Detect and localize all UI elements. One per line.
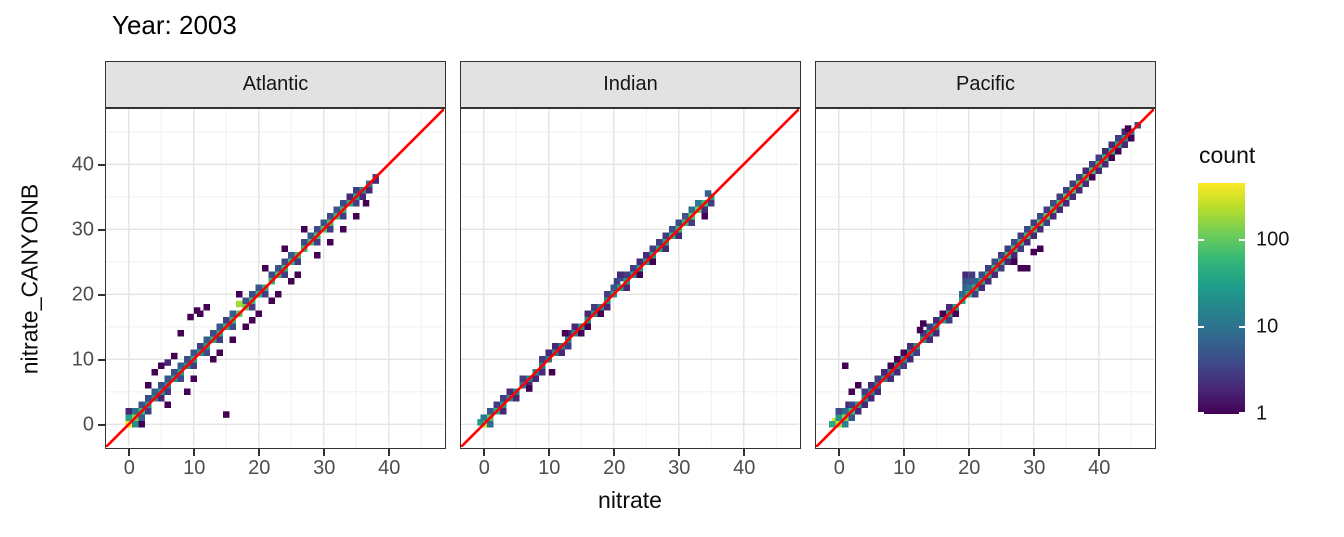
x-tick-label: 40 (1088, 457, 1111, 479)
facet-strip-atlantic: Atlantic (105, 61, 446, 108)
x-tick-mark (193, 449, 196, 456)
x-tick-mark (483, 449, 486, 456)
facet-indian: Indian 0 10 20 30 40 (460, 61, 801, 491)
panel-plot-area (106, 109, 444, 447)
y-tick-label: 0 (82, 413, 94, 436)
y-tick-mark (98, 163, 105, 166)
x-tick-label: 20 (248, 457, 271, 479)
legend-tick-mark (1198, 238, 1204, 241)
x-tick-label: 30 (1023, 457, 1046, 479)
x-tick-mark (968, 449, 971, 456)
panel-plot-area (816, 109, 1154, 447)
x-tick-label: 0 (123, 457, 135, 479)
y-tick-mark (98, 228, 105, 231)
x-tick-label: 40 (378, 457, 401, 479)
facet-panel-atlantic (105, 108, 446, 449)
x-tick-mark (838, 449, 841, 456)
x-tick-label: 30 (668, 457, 691, 479)
x-tick-mark (613, 449, 616, 456)
y-tick-label: 10 (71, 348, 94, 371)
x-tick-label: 30 (313, 457, 336, 479)
x-tick-label: 20 (603, 457, 626, 479)
x-tick-mark (1033, 449, 1036, 456)
facet-strip-label: Pacific (956, 73, 1015, 95)
plot-title: Year: 2003 (112, 10, 237, 40)
x-tick-label: 10 (893, 457, 916, 479)
legend-title: count (1199, 142, 1256, 168)
facet-atlantic: Atlantic 0 10 20 30 40 (105, 61, 446, 491)
legend-tick-label: 100 (1256, 228, 1290, 251)
y-tick-mark (98, 358, 105, 361)
y-axis-title: nitrate_CANYONB (16, 183, 43, 375)
legend-tick-mark (1239, 412, 1245, 414)
y-tick-label: 40 (71, 153, 94, 176)
x-tick-mark (258, 449, 261, 456)
legend-tick-label: 1 (1256, 402, 1268, 425)
x-tick-label: 10 (183, 457, 206, 479)
y-tick-mark (98, 293, 105, 296)
facet-strip-label: Indian (603, 73, 658, 95)
x-tick-label: 0 (833, 457, 845, 479)
legend-colorbar (1198, 183, 1245, 414)
x-tick-mark (128, 449, 131, 456)
legend-tick-mark (1198, 412, 1204, 414)
facet-panel-pacific (815, 108, 1156, 449)
x-tick-label: 20 (958, 457, 981, 479)
facet-strip-indian: Indian (460, 61, 801, 108)
legend-tick-mark (1198, 325, 1204, 328)
legend-tick-mark (1239, 238, 1245, 241)
x-tick-mark (323, 449, 326, 456)
x-tick-label: 40 (733, 457, 756, 479)
legend-tick-label: 10 (1256, 315, 1279, 338)
panel-plot-area (461, 109, 799, 447)
x-tick-mark (678, 449, 681, 456)
x-tick-mark (1098, 449, 1101, 456)
x-tick-mark (388, 449, 391, 456)
y-tick-mark (98, 423, 105, 426)
x-axis-title: nitrate (598, 487, 662, 513)
y-tick-label: 20 (71, 283, 94, 306)
x-tick-mark (743, 449, 746, 456)
facet-strip-label: Atlantic (242, 73, 309, 95)
x-tick-label: 10 (538, 457, 561, 479)
legend-tick-mark (1239, 325, 1245, 328)
y-tick-label: 30 (71, 218, 94, 241)
facet-pacific: Pacific 0 10 20 30 40 (815, 61, 1156, 491)
facet-panel-indian (460, 108, 801, 449)
legend-count: count 100 10 1 (1190, 135, 1344, 435)
x-tick-label: 0 (478, 457, 490, 479)
x-tick-mark (903, 449, 906, 456)
x-tick-mark (548, 449, 551, 456)
facet-strip-pacific: Pacific (815, 61, 1156, 108)
